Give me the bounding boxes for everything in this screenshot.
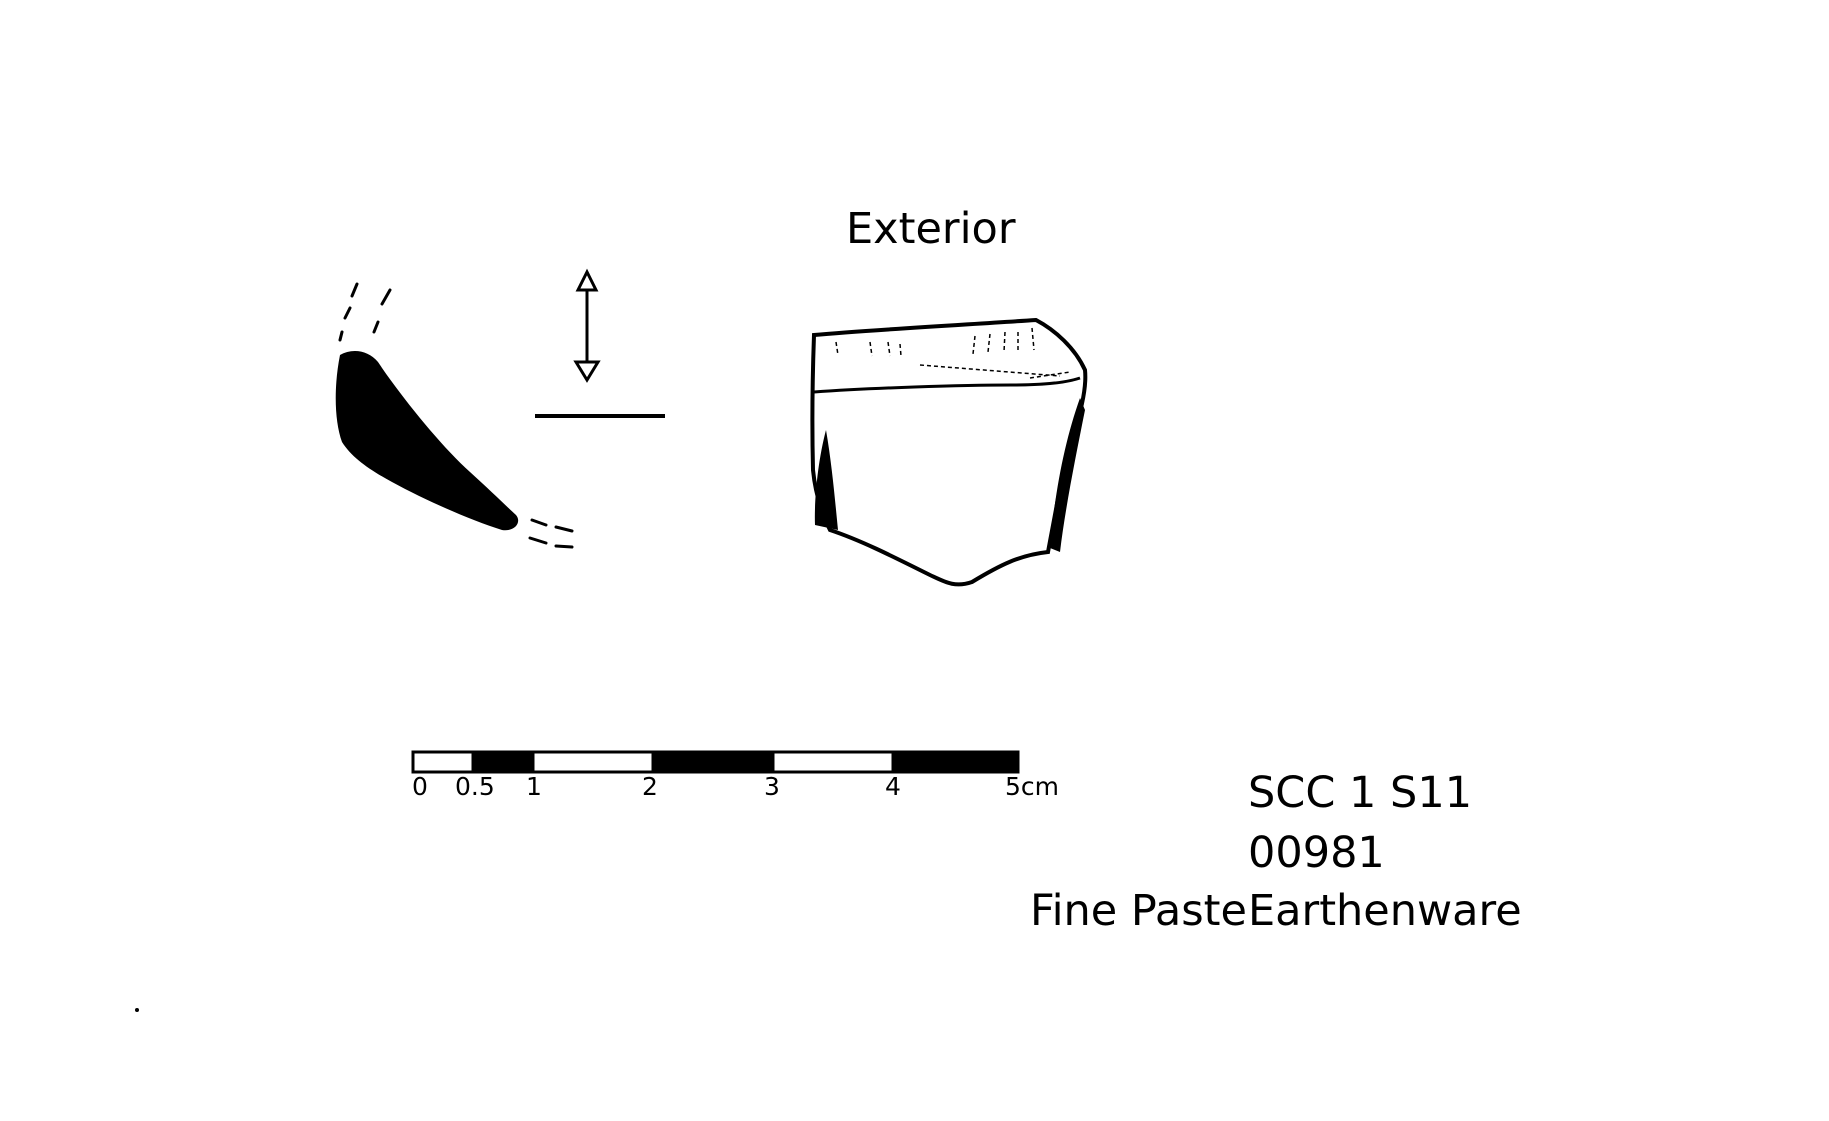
profile-dashed-extension [338,282,574,549]
catalog-ware-prefix: Fine Paste [1030,886,1247,936]
scale-tick-4: 4 [885,772,901,801]
sherd-exterior [810,317,1088,587]
catalog-number: 00981 [1248,828,1385,878]
catalog-site: SCC 1 S11 [1248,768,1473,818]
scale-tick-0: 0 [412,772,428,801]
scale-tick-1: 1 [526,772,542,801]
exterior-label: Exterior [846,204,1016,254]
sherd-profile [335,350,519,531]
scale-tick-2: 2 [642,772,658,801]
catalog-ware: Earthenware [1248,886,1522,936]
stray-mark [135,1008,139,1012]
orientation-arrow [573,268,601,383]
scale-tick-0-5: 0.5 [455,772,495,801]
scale-bar [411,750,1020,774]
scale-tick-5cm: 5cm [1005,772,1060,801]
scale-tick-3: 3 [764,772,780,801]
